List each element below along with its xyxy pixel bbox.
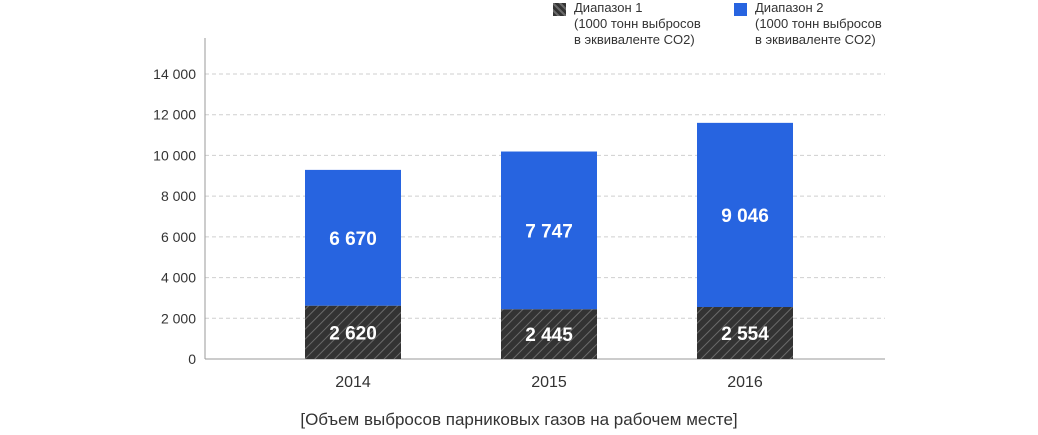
data-label-range-2: 6 670: [329, 229, 377, 250]
legend-label-line: Диапазон 2: [755, 0, 824, 15]
x-tick-label: 2015: [531, 374, 567, 391]
data-label-range-1: 2 445: [525, 325, 573, 346]
axes: 0 2 000 4 000 6 000 8 000 10 000 12 000 14 000 2…: [153, 38, 885, 391]
legend-label-line: (1000 тонн выбросов: [574, 16, 701, 31]
legend-label-line: в эквиваленте CO2): [755, 32, 876, 47]
y-tick-label: 14 000: [153, 66, 196, 82]
data-label-range-2: 7 747: [525, 221, 573, 242]
y-tick-label: 8 000: [161, 188, 196, 204]
legend-label-line: в эквиваленте CO2): [574, 32, 695, 47]
bars: [305, 122, 793, 359]
legend-label: Диапазон 2 (1000 тонн выбросов в эквивал…: [755, 0, 882, 48]
x-tick-label: 2014: [335, 374, 371, 391]
y-tick-label: 12 000: [153, 107, 196, 123]
data-label-range-1: 2 554: [721, 324, 769, 345]
bar-range-1-2015: [501, 309, 597, 359]
y-tick-label: 6 000: [161, 229, 196, 245]
bar-range-1-2016: [697, 307, 793, 359]
bar-range-2-2014: [305, 169, 401, 306]
legend-label: Диапазон 1 (1000 тонн выбросов в эквивал…: [574, 0, 701, 48]
data-label-range-2: 9 046: [721, 206, 769, 227]
y-tick-label: 4 000: [161, 270, 196, 286]
y-tick-label: 2 000: [161, 310, 196, 326]
bar-range-2-2016: [697, 122, 793, 308]
legend-swatch-blue: [734, 3, 747, 16]
legend-label-line: (1000 тонн выбросов: [755, 16, 882, 31]
data-label-range-1: 2 620: [329, 323, 377, 344]
legend-label-line: Диапазон 1: [574, 0, 643, 15]
legend-swatch-hatched: [553, 3, 566, 16]
y-tick-label: 0: [188, 351, 196, 367]
y-tick-label: 10 000: [153, 147, 196, 163]
chart-caption: [Объем выбросов парниковых газов на рабо…: [300, 410, 738, 429]
bar-range-2-2015: [501, 151, 597, 310]
bar-range-1-2014: [305, 305, 401, 359]
bar-labels: 2 620 6 670 2 445 7 747 2 554 9 046: [329, 206, 769, 346]
x-tick-label: 2016: [727, 374, 763, 391]
